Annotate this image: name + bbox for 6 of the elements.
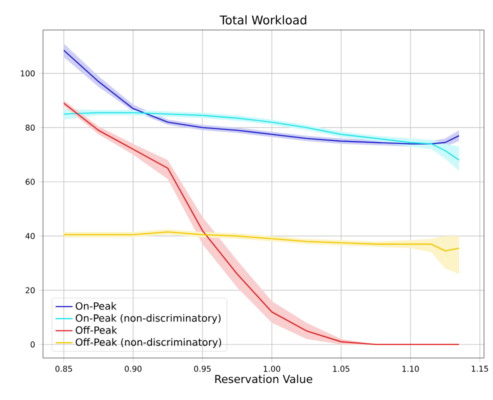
legend-label: On-Peak (non-discriminatory): [76, 314, 221, 324]
x-axis-title: Reservation Value: [215, 374, 312, 384]
legend-label: Off-Peak (non-discriminatory): [76, 338, 222, 348]
legend-label: Off-Peak: [76, 326, 118, 334]
legend-label: On-Peak: [76, 302, 117, 310]
chart-title: Total Workload: [220, 15, 306, 25]
